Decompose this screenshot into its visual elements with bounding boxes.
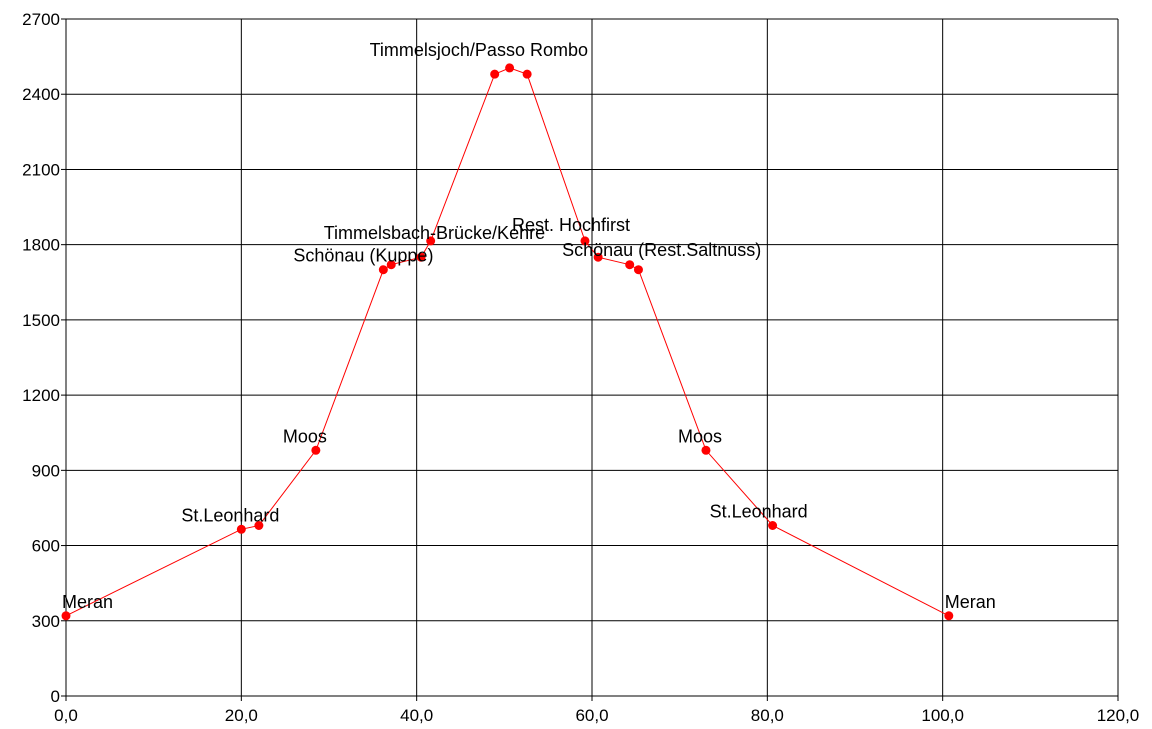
annotation-label: Schönau (Kuppe) [293, 246, 433, 266]
annotation-label: Moos [283, 426, 327, 446]
y-tick-label: 2100 [22, 160, 60, 179]
data-point [522, 69, 532, 79]
data-point [593, 252, 603, 262]
series-elevation [61, 63, 954, 621]
y-tick-label: 900 [32, 461, 60, 480]
y-tick-label: 1800 [22, 236, 60, 255]
y-tick-label: 2700 [22, 10, 60, 29]
annotation-label: Meran [62, 592, 113, 612]
data-point [490, 69, 500, 79]
data-point [633, 265, 643, 275]
x-tick-label: 100,0 [921, 706, 964, 725]
data-point [378, 265, 388, 275]
y-axis-ticks: 0 300 600 900 1200 1500 1800 2100 2400 2700 [22, 10, 66, 706]
data-point [386, 260, 396, 270]
data-point [254, 520, 264, 530]
data-point [701, 445, 711, 455]
y-tick-label: 0 [51, 687, 60, 706]
data-point [61, 611, 71, 621]
data-point [768, 520, 778, 530]
y-tick-label: 2400 [22, 85, 60, 104]
annotation-label: Moos [678, 426, 722, 446]
y-tick-label: 1500 [22, 311, 60, 330]
y-tick-label: 1200 [22, 386, 60, 405]
annotation-label: St.Leonhard [710, 501, 808, 521]
annotation-label: Rest. Hochfirst [512, 215, 630, 235]
data-point [311, 445, 321, 455]
annotation-label: Timmelsbach-Brücke/Kehre [324, 223, 545, 243]
y-tick-label: 600 [32, 537, 60, 556]
data-point [236, 524, 246, 534]
x-tick-label: 20,0 [225, 706, 258, 725]
grid-lines [66, 18, 1119, 696]
data-point [416, 252, 426, 262]
data-point [625, 260, 635, 270]
series-line [65, 67, 950, 617]
x-tick-label: 60,0 [575, 706, 608, 725]
x-tick-label: 80,0 [751, 706, 784, 725]
y-tick-label: 300 [32, 612, 60, 631]
annotation-label: St.Leonhard [181, 505, 279, 525]
data-point [580, 236, 590, 246]
data-point [426, 236, 436, 246]
annotations: Meran St.Leonhard Moos Schönau (Kuppe) Timme… [62, 40, 996, 612]
data-point [505, 63, 515, 73]
data-point [944, 611, 954, 621]
annotation-label: Meran [945, 592, 996, 612]
x-tick-label: 0,0 [54, 706, 78, 725]
x-tick-label: 40,0 [400, 706, 433, 725]
x-tick-label: 120,0 [1097, 706, 1140, 725]
annotation-label: Timmelsjoch/Passo Rombo [370, 40, 588, 60]
annotation-label: Schönau (Rest.Saltnuss) [562, 240, 761, 260]
x-axis-ticks: 0,0 20,0 40,0 60,0 80,0 100,0 120,0 [54, 696, 1139, 725]
